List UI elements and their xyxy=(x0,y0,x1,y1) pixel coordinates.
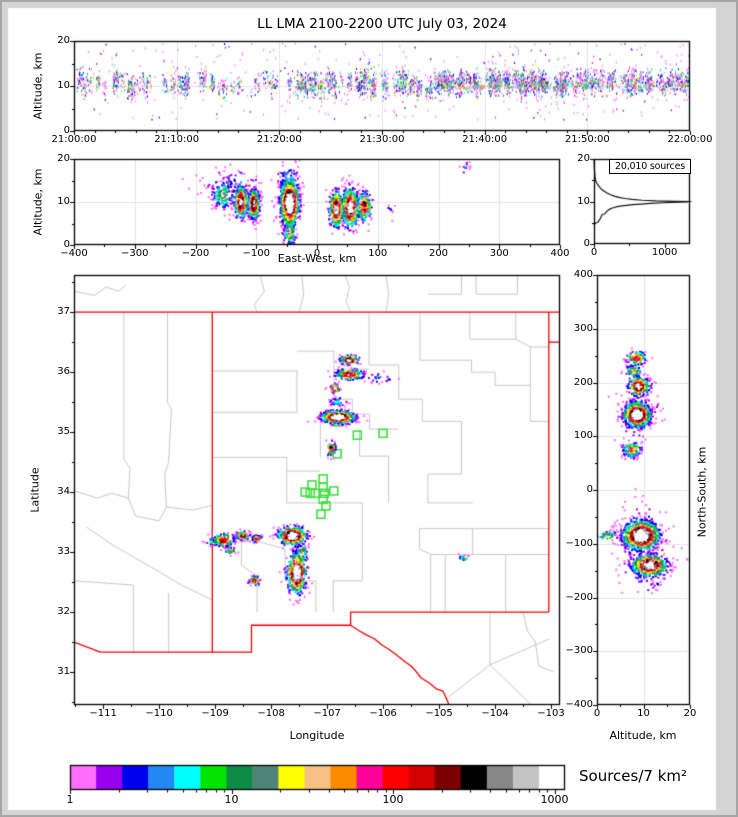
northsouth-panel-xlabel: Altitude, km xyxy=(609,729,677,742)
map-ylabel: Latitude xyxy=(28,467,42,513)
eastwest-panel-ylabel: Altitude, km xyxy=(31,168,45,236)
eastwest-panel-xlabel: East-West, km xyxy=(277,252,357,265)
time-panel-ylabel: Altitude, km xyxy=(31,52,45,120)
page-title: LL LMA 2100-2200 UTC July 03, 2024 xyxy=(257,16,507,32)
source-count-annotation: 20,010 sources xyxy=(609,159,691,174)
northsouth-panel-ylabel: North-South, km xyxy=(695,446,709,538)
colorbar-label: Sources/7 km² xyxy=(579,767,688,785)
map-xlabel: Longitude xyxy=(289,729,345,742)
